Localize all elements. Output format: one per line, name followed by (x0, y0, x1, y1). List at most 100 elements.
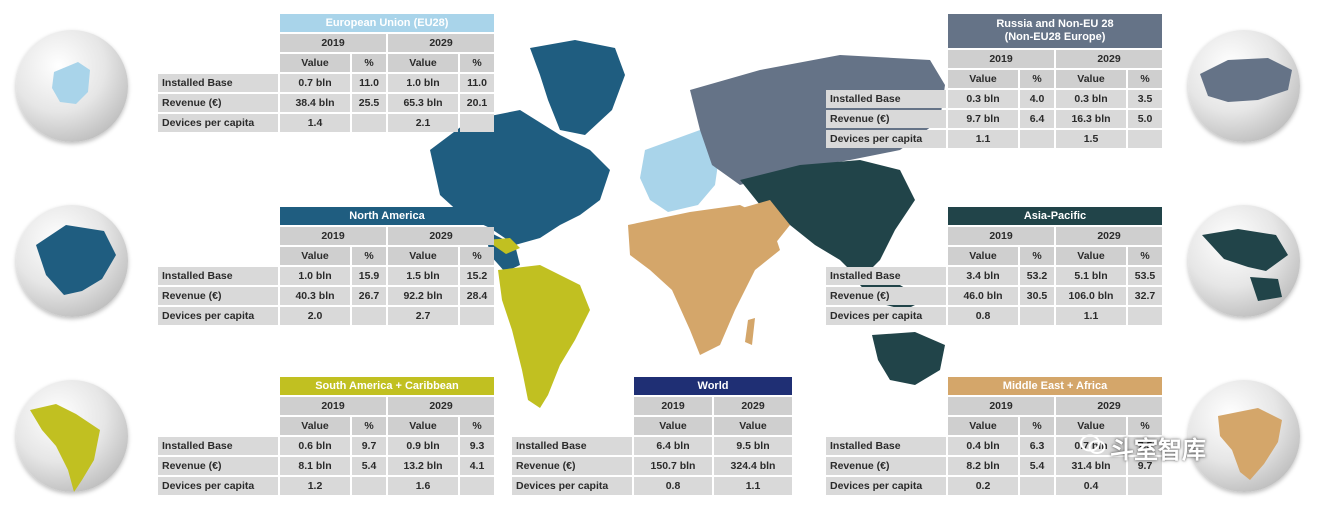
cell: 0.2 (948, 477, 1018, 495)
row-label-installed: Installed Base (826, 90, 946, 108)
year-2019-header: 2019 (280, 34, 386, 52)
row-label-revenue: Revenue (€) (158, 94, 278, 112)
cell: 28.4 (460, 287, 494, 305)
south-america-title: South America + Caribbean (280, 377, 494, 395)
russia-table: Russia and Non-EU 28 (Non-EU28 Europe) 20… (824, 12, 1164, 150)
cell: 3.5 (1128, 90, 1162, 108)
eu-region (640, 130, 720, 212)
caribbean-region (486, 238, 520, 254)
cell: 9.5 bln (714, 437, 792, 455)
cell: 1.2 (280, 477, 350, 495)
asia-pacific-globe-icon (1188, 205, 1300, 317)
row-label-revenue: Revenue (€) (826, 287, 946, 305)
value-header: Value (714, 417, 792, 435)
value-header: Value (948, 247, 1018, 265)
row-label-installed: Installed Base (826, 267, 946, 285)
cell: 46.0 bln (948, 287, 1018, 305)
pct-header: % (352, 247, 386, 265)
cell: 53.2 (1020, 267, 1054, 285)
pct-header: % (460, 54, 494, 72)
row-label-installed: Installed Base (826, 437, 946, 455)
cell: 30.5 (1020, 287, 1054, 305)
row-label-devices: Devices per capita (512, 477, 632, 495)
row-label-revenue: Revenue (€) (158, 287, 278, 305)
value-header: Value (388, 417, 458, 435)
north-america-globe-icon (16, 205, 128, 317)
cell: 5.1 bln (1056, 267, 1126, 285)
value-header: Value (1056, 70, 1126, 88)
cell: 9.3 (460, 437, 494, 455)
value-header: Value (634, 417, 712, 435)
row-label-devices: Devices per capita (826, 307, 946, 325)
europe-globe-icon (16, 30, 128, 142)
row-label-devices: Devices per capita (158, 477, 278, 495)
cell: 0.4 (1056, 477, 1126, 495)
south-america-region (498, 265, 590, 408)
eu-title: European Union (EU28) (280, 14, 494, 32)
cell: 0.6 bln (280, 437, 350, 455)
cell: 2.7 (388, 307, 458, 325)
year-2029-header: 2029 (388, 34, 494, 52)
row-label-installed: Installed Base (512, 437, 632, 455)
row-label-devices: Devices per capita (158, 307, 278, 325)
world-title: World (634, 377, 792, 395)
russia-globe-icon (1188, 30, 1300, 142)
watermark-text: 斗室智库 (1110, 437, 1206, 464)
pct-header: % (1020, 247, 1054, 265)
value-header: Value (948, 417, 1018, 435)
cell: 1.1 (948, 130, 1018, 148)
cell: 92.2 bln (388, 287, 458, 305)
year-2019-header: 2019 (948, 50, 1054, 68)
cell: 16.3 bln (1056, 110, 1126, 128)
australia-region (872, 332, 945, 385)
russia-region (690, 55, 945, 185)
cell: 20.1 (460, 94, 494, 112)
value-header: Value (1056, 247, 1126, 265)
row-label-installed: Installed Base (158, 437, 278, 455)
pct-header: % (1128, 70, 1162, 88)
cell: 6.3 (1020, 437, 1054, 455)
year-2029-header: 2029 (388, 397, 494, 415)
cell: 324.4 bln (714, 457, 792, 475)
cell: 1.1 (714, 477, 792, 495)
row-label-devices: Devices per capita (826, 130, 946, 148)
cell: 6.4 (1020, 110, 1054, 128)
year-2029-header: 2029 (1056, 50, 1162, 68)
cell: 1.5 (1056, 130, 1126, 148)
cell: 40.3 bln (280, 287, 350, 305)
value-header: Value (280, 54, 350, 72)
cell: 25.5 (352, 94, 386, 112)
cell: 5.4 (352, 457, 386, 475)
cell: 65.3 bln (388, 94, 458, 112)
row-label-revenue: Revenue (€) (826, 457, 946, 475)
cell: 4.0 (1020, 90, 1054, 108)
row-label-installed: Installed Base (158, 74, 278, 92)
pct-header: % (460, 247, 494, 265)
cell: 2.1 (388, 114, 458, 132)
africa-globe-icon (1188, 380, 1300, 492)
year-2019-header: 2019 (280, 227, 386, 245)
arabia-region (735, 200, 790, 250)
africa-region (628, 205, 780, 355)
south-america-table: South America + Caribbean 2019 2029 Value… (156, 375, 496, 497)
year-2029-header: 2029 (1056, 227, 1162, 245)
row-label-revenue: Revenue (€) (158, 457, 278, 475)
middle-east-africa-table: Middle East + Africa 2019 2029 Value% Valu… (824, 375, 1164, 497)
value-header: Value (280, 247, 350, 265)
value-header: Value (1056, 417, 1126, 435)
row-label-revenue: Revenue (€) (826, 110, 946, 128)
year-2029-header: 2029 (714, 397, 792, 415)
year-2019-header: 2019 (948, 397, 1054, 415)
cell: 0.8 (634, 477, 712, 495)
year-2029-header: 2029 (1056, 397, 1162, 415)
pct-header: % (1128, 247, 1162, 265)
russia-title-line1: Russia and Non-EU 28 (996, 18, 1114, 30)
greenland-region (530, 40, 625, 135)
asia-region (740, 160, 915, 280)
cell: 1.5 bln (388, 267, 458, 285)
russia-title: Russia and Non-EU 28 (Non-EU28 Europe) (948, 14, 1162, 48)
row-label-revenue: Revenue (€) (512, 457, 632, 475)
north-america-table: North America 2019 2029 Value% Value% Inst… (156, 205, 496, 327)
cell: 13.2 bln (388, 457, 458, 475)
cell: 0.3 bln (948, 90, 1018, 108)
